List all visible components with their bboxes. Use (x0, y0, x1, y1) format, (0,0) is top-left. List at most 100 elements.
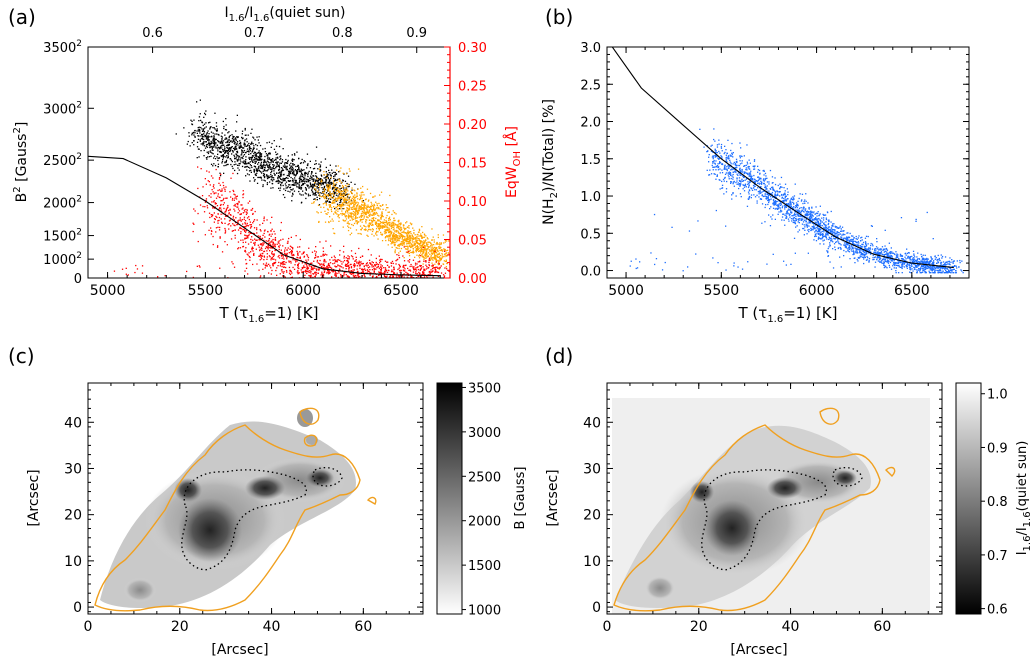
panel-a-point-orange (391, 237, 393, 239)
panel-a-point-red (421, 280, 422, 281)
panel-a-point-red (391, 260, 394, 263)
panel-a-xlabel: T (τ1.6=1) [K] (218, 304, 318, 325)
panel-a-point-orange (361, 204, 363, 206)
panel-a-point-black (276, 156, 279, 158)
panel-a-point-red (127, 274, 129, 276)
panel-a-point-red (340, 278, 341, 279)
panel-a-point-orange (406, 243, 408, 245)
panel-a-point-orange (434, 248, 436, 251)
panel-a-point-black (260, 154, 262, 156)
panel-a-point-red (436, 266, 438, 268)
panel-a-point-red (438, 280, 439, 281)
panel-a-point-black (318, 163, 320, 165)
panel-a-point-black (311, 186, 314, 188)
panel-a-point-black (237, 136, 239, 138)
panel-a-point-orange (349, 227, 352, 229)
panel-a-point-black (235, 143, 237, 145)
panel-a-point-orange (367, 217, 369, 219)
panel-a-point-red (373, 271, 375, 273)
panel-a-point-orange (442, 250, 444, 252)
panel-a-point-red (315, 254, 317, 257)
panel-a-point-orange (380, 231, 382, 234)
panel-a-point-black (226, 150, 228, 152)
panel-a-point-orange (351, 212, 353, 214)
panel-a-point-black (252, 147, 255, 149)
panel-a-point-orange (403, 227, 405, 229)
panel-a-point-orange (396, 227, 398, 229)
panel-a-point-black (287, 161, 289, 163)
panel-a-point-orange (432, 250, 435, 252)
panel-a-point-red (367, 248, 370, 251)
panel-a-point-black (209, 136, 211, 138)
panel-a-point-red (292, 248, 294, 250)
panel-a-point-orange (427, 255, 429, 257)
panel-a-point-orange (320, 196, 323, 198)
panel-a-point-orange (410, 237, 412, 239)
panel-a-point-red (403, 270, 405, 272)
panel-a-point-black (328, 200, 331, 203)
panel-a-point-red (380, 279, 381, 280)
panel-a-point-red (415, 271, 417, 273)
panel-a-point-orange (348, 201, 350, 203)
panel-a-point-red (361, 262, 363, 265)
panel-a-point-black (193, 134, 195, 136)
panel-a-point-black (244, 144, 246, 146)
panel-a-point-orange (393, 242, 395, 244)
panel-a-point-orange (361, 201, 363, 203)
panel-a-point-orange (354, 203, 356, 205)
panel-a-point-red (399, 274, 401, 277)
panel-a-point-black (251, 166, 253, 169)
panel-a-point-orange (329, 192, 331, 195)
panel-a-point-black (318, 204, 321, 206)
panel-a-point-black (274, 168, 276, 170)
panel-a-point-red (308, 274, 310, 277)
panel-a-point-orange (396, 247, 398, 249)
panel-a-point-orange (341, 182, 343, 184)
panel-a-point-black (219, 150, 221, 153)
panel-a-point-red (352, 273, 354, 275)
panel-a-point-black (221, 132, 223, 134)
panel-a-point-red (282, 238, 284, 240)
panel-a-point-red (121, 268, 124, 270)
panel-a-point-orange (407, 230, 409, 232)
panel-a-point-red (449, 280, 450, 281)
panel-a-point-black (203, 116, 205, 118)
panel-a-point-red (293, 268, 296, 270)
panel-a-point-black (235, 146, 237, 148)
panel-a-point-black (291, 160, 294, 162)
panel-a-point-red (272, 241, 274, 243)
panel-a-point-black (299, 186, 301, 189)
panel-a-point-red (374, 279, 375, 280)
panel-a-point-red (296, 250, 298, 253)
panel-a-point-red (327, 264, 329, 267)
panel-a-point-orange (405, 232, 407, 235)
panel-a-point-orange (371, 220, 373, 223)
panel-a-point-red (429, 273, 431, 275)
panel-a-point-red (433, 280, 434, 281)
panel-a-point-red (383, 274, 385, 276)
panel-a-point-orange (393, 228, 395, 230)
panel-a-point-red (246, 217, 249, 219)
panel-a-point-orange (432, 249, 434, 251)
panel-a-point-orange (371, 230, 374, 233)
panel-a-point-red (268, 239, 270, 241)
panel-a-point-red (361, 280, 362, 281)
panel-b-point (776, 200, 778, 203)
panel-a-point-black (253, 151, 256, 153)
panel-a-point-black (307, 181, 310, 183)
panel-a-point-orange (411, 244, 413, 246)
panel-a-point-red (273, 258, 275, 260)
panel-a-point-red (341, 263, 343, 265)
panel-a-point-black (221, 138, 223, 140)
panel-a-point-black (244, 145, 246, 147)
panel-a-point-black (304, 171, 306, 174)
panel-a-point-orange (410, 245, 412, 247)
panel-a-point-orange (416, 249, 419, 251)
panel-a-point-orange (402, 235, 405, 237)
panel-a-ylabel-right: EqWOH [Å] (503, 126, 523, 198)
panel-a-point-orange (339, 191, 341, 193)
panel-a-point-black (306, 178, 308, 180)
panel-a-point-orange (421, 248, 423, 250)
panel-a-point-black (339, 201, 341, 204)
panel-a-point-red (418, 280, 419, 281)
